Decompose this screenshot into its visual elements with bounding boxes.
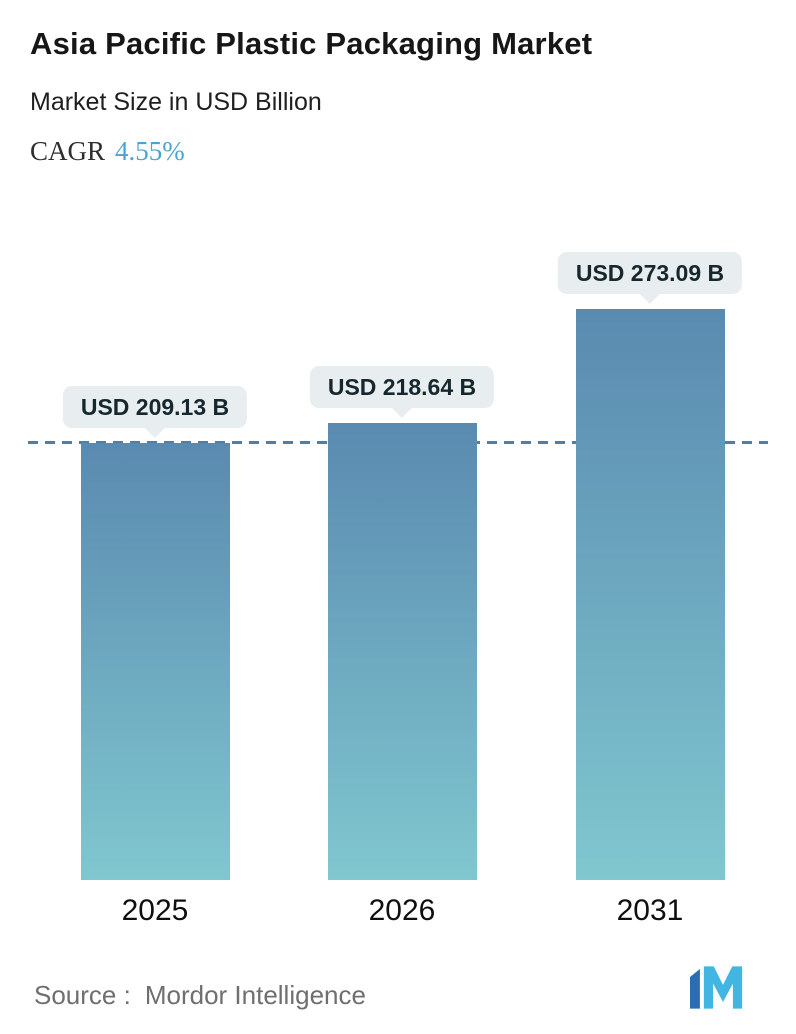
value-callout-2031: USD 273.09 B	[557, 252, 743, 294]
bar-2025	[80, 443, 230, 880]
x-axis-label-2026: 2026	[368, 894, 436, 927]
value-callout-2026: USD 218.64 B	[309, 366, 495, 408]
cagr-label: CAGR	[30, 136, 106, 166]
cagr-value: 4.55%	[115, 136, 185, 166]
mordor-intelligence-logo	[690, 966, 756, 1014]
source-text: Source : Mordor Intelligence	[34, 980, 366, 1011]
mordor-logo-icon	[690, 966, 743, 1009]
logo-m-shape	[703, 966, 743, 1009]
cagr-line: CAGR 4.55%	[30, 136, 185, 167]
chart-subtitle: Market Size in USD Billion	[30, 88, 322, 116]
x-axis-label-2031: 2031	[616, 894, 684, 927]
chart-title: Asia Pacific Plastic Packaging Market	[30, 26, 593, 61]
logo-left-shape	[690, 969, 700, 1009]
source-label: Source :	[34, 980, 131, 1010]
bar-2026	[327, 423, 477, 880]
bar-2031	[575, 309, 725, 880]
x-axis-label-2025: 2025	[121, 894, 189, 927]
source-value: Mordor Intelligence	[144, 980, 366, 1010]
value-callout-2025: USD 209.13 B	[62, 386, 248, 428]
